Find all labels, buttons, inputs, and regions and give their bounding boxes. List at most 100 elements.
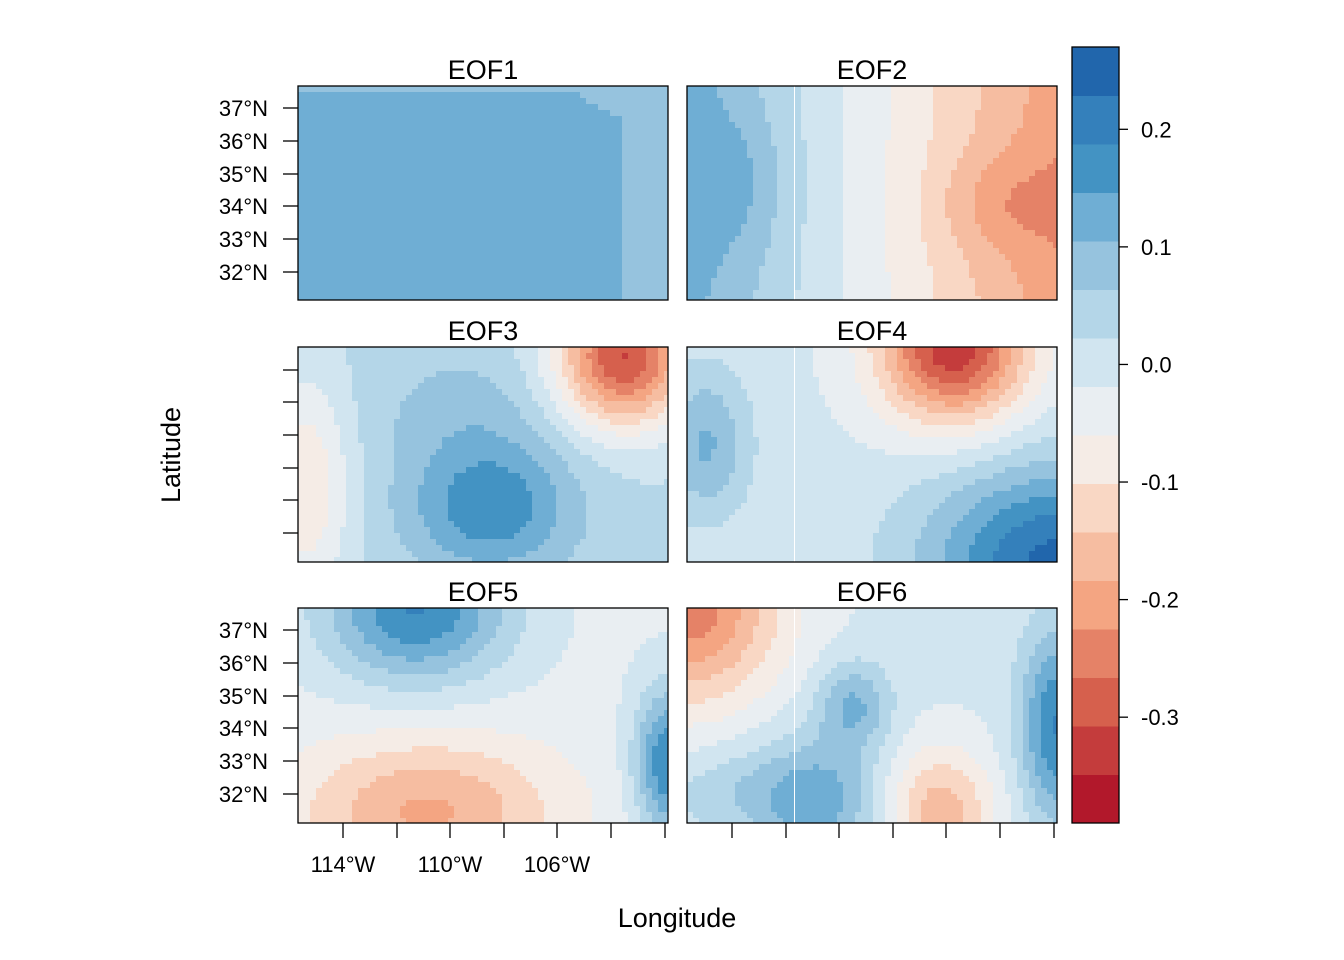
field-cell: [652, 140, 659, 147]
field-cell: [298, 110, 305, 117]
field-cell: [580, 377, 587, 384]
field-cell: [304, 278, 311, 285]
field-cell: [915, 140, 922, 147]
field-cell: [1023, 182, 1030, 189]
field-cell: [945, 254, 952, 261]
field-cell: [765, 278, 772, 285]
field-cell: [586, 104, 593, 111]
field-cell: [807, 158, 814, 165]
field-cell: [1047, 236, 1054, 243]
field-cell: [987, 146, 994, 153]
field-cell: [969, 224, 976, 231]
field-cell: [711, 164, 718, 171]
field-cell: [951, 188, 958, 195]
field-cell: [526, 389, 533, 396]
field-cell: [442, 116, 449, 123]
field-cell: [358, 383, 365, 390]
field-cell: [855, 158, 862, 165]
field-cell: [939, 158, 946, 165]
field-cell: [382, 278, 389, 285]
field-cell: [879, 176, 886, 183]
field-cell: [562, 278, 569, 285]
field-cell: [514, 272, 521, 279]
field-cell: [466, 194, 473, 201]
field-cell: [418, 188, 425, 195]
field-cell: [981, 158, 988, 165]
field-cell: [981, 200, 988, 207]
field-cell: [478, 110, 485, 117]
field-cell: [658, 116, 665, 123]
field-cell: [1011, 98, 1018, 105]
field-cell: [592, 110, 599, 117]
field-cell: [556, 200, 563, 207]
field-cell: [1005, 164, 1012, 171]
field-cell: [658, 371, 665, 378]
field-cell: [723, 194, 730, 201]
field-cell: [466, 365, 473, 372]
field-cell: [741, 86, 748, 93]
field-cell: [777, 284, 784, 291]
field-cell: [436, 296, 443, 300]
field-cell: [981, 134, 988, 141]
field-cell: [400, 86, 407, 93]
field-cell: [735, 182, 742, 189]
field-cell: [795, 110, 802, 117]
field-cell: [394, 395, 401, 402]
field-cell: [406, 236, 413, 243]
field-cell: [508, 140, 515, 147]
field-cell: [310, 164, 317, 171]
field-cell: [496, 278, 503, 285]
field-cell: [376, 230, 383, 237]
field-cell: [795, 266, 802, 273]
field-cell: [526, 284, 533, 291]
field-cell: [729, 182, 736, 189]
field-cell: [592, 260, 599, 267]
field-cell: [310, 110, 317, 117]
field-cell: [981, 86, 988, 93]
field-cell: [765, 122, 772, 129]
field-cell: [915, 296, 922, 300]
field-cell: [340, 170, 347, 177]
field-cell: [490, 284, 497, 291]
field-cell: [1029, 194, 1036, 201]
field-cell: [1029, 188, 1036, 195]
field-cell: [538, 266, 545, 273]
field-cell: [628, 290, 635, 297]
field-cell: [568, 242, 575, 249]
field-cell: [831, 218, 838, 225]
field-cell: [370, 218, 377, 225]
field-cell: [472, 353, 479, 360]
field-cell: [580, 170, 587, 177]
field-cell: [759, 254, 766, 261]
field-cell: [418, 365, 425, 372]
field-cell: [478, 122, 485, 129]
field-cell: [771, 98, 778, 105]
field-cell: [346, 254, 353, 261]
field-cell: [412, 230, 419, 237]
field-cell: [783, 104, 790, 111]
field-cell: [370, 176, 377, 183]
field-cell: [526, 104, 533, 111]
field-cell: [765, 218, 772, 225]
field-cell: [484, 296, 491, 300]
field-cell: [939, 134, 946, 141]
field-cell: [364, 164, 371, 171]
field-cell: [867, 206, 874, 213]
field-cell: [574, 194, 581, 201]
field-cell: [885, 278, 892, 285]
field-cell: [424, 170, 431, 177]
field-cell: [532, 212, 539, 219]
field-cell: [634, 164, 641, 171]
field-cell: [604, 347, 611, 354]
field-cell: [526, 176, 533, 183]
field-cell: [975, 98, 982, 105]
field-cell: [735, 194, 742, 201]
field-cell: [574, 164, 581, 171]
field-cell: [388, 353, 395, 360]
field-cell: [478, 389, 485, 396]
field-cell: [1053, 290, 1057, 297]
field-cell: [460, 104, 467, 111]
field-cell: [1035, 152, 1042, 159]
field-cell: [568, 98, 575, 105]
field-cell: [837, 224, 844, 231]
